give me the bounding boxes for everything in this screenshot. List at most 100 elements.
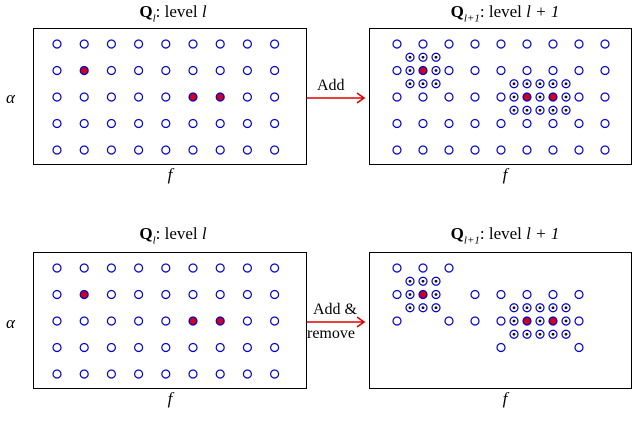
- row2-arrow: Add & remove: [307, 298, 369, 348]
- arrow-label-line2: remove: [307, 325, 355, 343]
- grid-point: [106, 92, 117, 102]
- row1-left-f-label: f: [167, 165, 173, 184]
- grid-point: [600, 118, 610, 129]
- grid-point: [242, 289, 252, 300]
- child-point-center: [408, 55, 412, 59]
- grid-point: [392, 289, 402, 300]
- grid-point: [270, 65, 280, 76]
- grid-point: [161, 289, 171, 300]
- selected-grid-point: [215, 92, 225, 102]
- grid-point: [52, 263, 62, 273]
- grid-point: [79, 342, 89, 353]
- grid-point: [496, 39, 506, 49]
- grid-point: [133, 145, 144, 155]
- grid-point: [574, 39, 584, 49]
- selected-grid-point: [188, 92, 198, 102]
- row1-right-grid: [392, 39, 610, 155]
- grid-point: [392, 263, 402, 273]
- child-point-center: [538, 82, 542, 86]
- grid-point: [188, 145, 198, 155]
- grid-point: [392, 118, 402, 129]
- grid-point: [161, 316, 171, 326]
- selected-grid-point: [215, 316, 225, 326]
- row2-right-title: Ql+1: level l + 1: [451, 224, 560, 246]
- grid-point: [548, 39, 558, 49]
- row1-left-title: Ql: level l: [139, 2, 206, 24]
- grid-point: [444, 65, 454, 76]
- grid-point: [52, 289, 62, 300]
- grid-point: [161, 145, 171, 155]
- grid-point: [133, 65, 144, 76]
- title-level: l + 1: [526, 2, 560, 21]
- grid-point: [470, 316, 480, 326]
- child-point-center: [512, 95, 516, 99]
- grid-point: [496, 92, 506, 102]
- grid-point: [161, 263, 171, 273]
- grid-point: [522, 118, 532, 129]
- arrow-graphic: [307, 316, 366, 328]
- grid-point: [392, 65, 402, 76]
- grid-point: [52, 316, 62, 326]
- row2-right-grid: [392, 263, 584, 353]
- grid-point: [496, 342, 506, 353]
- title-text: : level: [155, 224, 202, 243]
- grid-point: [106, 369, 117, 379]
- q-symbol: Q: [139, 2, 153, 21]
- child-point-center: [408, 69, 412, 72]
- grid-point: [574, 65, 584, 76]
- row2-left-f-label: f: [167, 389, 173, 408]
- grid-point: [574, 92, 584, 102]
- grid-point: [270, 118, 280, 129]
- grid-point: [444, 145, 454, 155]
- child-point-center: [512, 332, 516, 336]
- grid-point: [188, 289, 198, 300]
- grid-point: [79, 145, 89, 155]
- grid-point: [52, 65, 62, 76]
- child-point-center: [434, 69, 438, 72]
- grid-point: [242, 369, 252, 379]
- grid-point: [161, 39, 171, 49]
- row1-left-panel: [33, 28, 307, 165]
- grid-point: [600, 145, 610, 155]
- child-point-center: [512, 82, 516, 86]
- grid-point: [496, 65, 506, 76]
- child-point-center: [421, 82, 425, 86]
- grid-point: [133, 369, 144, 379]
- grid-point: [52, 369, 62, 379]
- child-point-center: [525, 108, 529, 112]
- grid-point: [574, 316, 584, 326]
- grid-point: [574, 118, 584, 129]
- grid-point: [242, 316, 252, 326]
- child-point-center: [538, 108, 542, 112]
- row2-alpha-label: α: [6, 313, 15, 332]
- grid-point: [548, 145, 558, 155]
- arrow-graphic: [307, 92, 366, 104]
- grid-point: [270, 369, 280, 379]
- q-subscript: l+1: [463, 12, 480, 25]
- grid-point: [496, 145, 506, 155]
- child-point-center: [512, 108, 516, 112]
- child-point-center: [525, 332, 529, 336]
- arrow-label: Add: [317, 77, 345, 95]
- grid-point: [522, 145, 532, 155]
- grid-point: [600, 65, 610, 76]
- grid-point: [242, 39, 252, 49]
- grid-point: [548, 289, 558, 300]
- child-point-center: [538, 306, 542, 310]
- grid-point: [106, 39, 117, 49]
- grid-point: [79, 39, 89, 49]
- grid-point: [79, 118, 89, 129]
- title-level: l + 1: [526, 224, 560, 243]
- grid-point: [242, 118, 252, 129]
- title-level: l: [201, 224, 207, 243]
- title-text: : level: [479, 224, 527, 243]
- grid-point: [161, 118, 171, 129]
- grid-point: [52, 39, 62, 49]
- grid-point: [133, 118, 144, 129]
- selected-grid-point: [548, 92, 558, 102]
- grid-point: [133, 316, 144, 326]
- grid-point: [242, 145, 252, 155]
- selected-grid-point: [418, 65, 428, 76]
- grid-point: [215, 65, 225, 76]
